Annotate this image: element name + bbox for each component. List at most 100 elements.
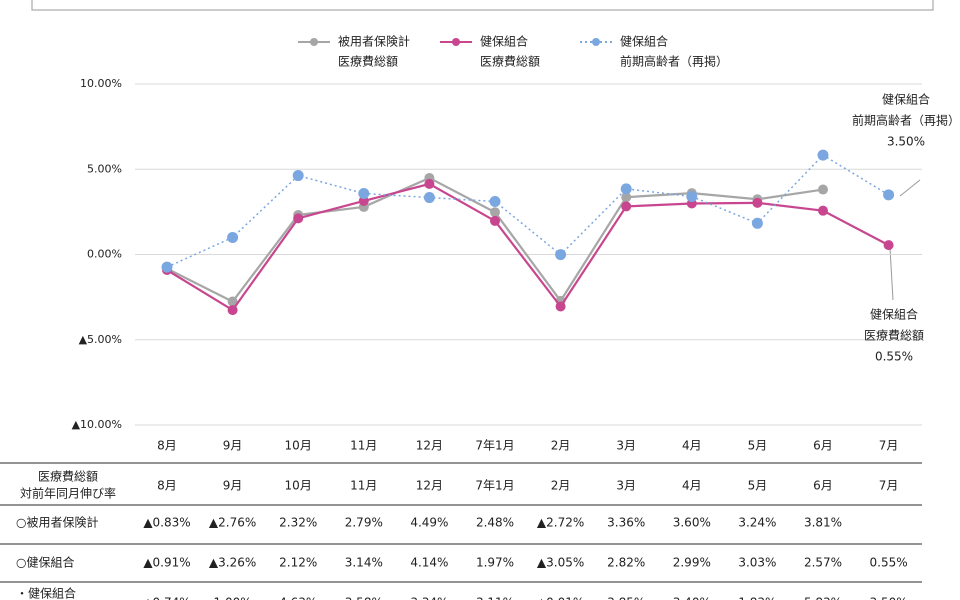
x-tick-label: 12月 — [416, 439, 443, 453]
table-cell: 3.50% — [870, 596, 908, 600]
table-cell: 3.11% — [476, 596, 514, 600]
legend-label: 医療費総額 — [338, 54, 398, 69]
table-col-header: 7年1月 — [475, 479, 514, 493]
table-cell: 3.40% — [673, 596, 711, 600]
data-point — [227, 296, 238, 307]
legend-marker — [310, 38, 318, 46]
y-tick-label: 0.00% — [87, 248, 122, 261]
annotation: 前期高齢者（再掲） — [852, 113, 960, 128]
data-point — [227, 231, 239, 243]
table-cell: 1.00% — [214, 596, 252, 600]
data-point — [161, 261, 173, 273]
table-cell: ▲3.05% — [537, 556, 584, 570]
table-cell: ▲0.83% — [143, 516, 190, 530]
data-point — [292, 170, 304, 182]
table-cell: ▲2.72% — [537, 516, 584, 530]
data-point — [555, 249, 567, 261]
table-col-header: 3月 — [616, 479, 636, 493]
table-cell: 3.58% — [345, 596, 383, 600]
table-cell: 3.03% — [738, 556, 776, 570]
table-col-header: 11月 — [350, 479, 377, 493]
data-point — [358, 187, 370, 199]
data-point — [818, 184, 828, 195]
y-tick-label: ▲5.00% — [79, 333, 122, 346]
frame — [31, 0, 934, 11]
legend-label: 前期高齢者（再掲） — [620, 54, 728, 69]
table-cell: 1.97% — [476, 556, 514, 570]
table-cell: 1.83% — [738, 596, 776, 600]
table-cell: 3.36% — [607, 516, 645, 530]
data-point — [817, 149, 829, 161]
x-tick-label: 11月 — [350, 439, 377, 453]
table-col-header: 8月 — [157, 479, 177, 493]
leader-line — [889, 247, 894, 301]
annotation: 医療費総額 — [864, 328, 924, 343]
y-tick-label: 5.00% — [87, 162, 122, 175]
y-tick-label: ▲10.00% — [72, 418, 122, 431]
table-col-header: 6月 — [813, 479, 833, 493]
table-cell: 3.81% — [804, 516, 842, 530]
x-tick-label: 3月 — [616, 439, 636, 453]
data-point — [423, 192, 435, 204]
legend-label: 被用者保険計 — [338, 34, 410, 49]
table-header: 対前年同月伸び率 — [20, 486, 116, 501]
y-tick-label: 10.00% — [80, 77, 122, 90]
table-cell: 0.55% — [870, 556, 908, 570]
table-col-header: 12月 — [416, 479, 443, 493]
table-cell: 3.34% — [410, 596, 448, 600]
data-point — [621, 192, 632, 203]
table-cell: 2.82% — [607, 556, 645, 570]
legend-label: 健保組合 — [480, 34, 528, 49]
table-col-header: 5月 — [748, 479, 768, 493]
x-tick-label: 6月 — [813, 439, 833, 453]
table-cell: 3.14% — [345, 556, 383, 570]
table-row-label: ・健保組合 — [16, 586, 76, 600]
table-cell: 2.79% — [345, 516, 383, 530]
table-cell: 2.99% — [673, 556, 711, 570]
data-point — [620, 183, 632, 195]
data-point — [686, 191, 698, 203]
table-row-label: ○被用者保険計 — [16, 515, 98, 530]
table-cell: ▲2.76% — [209, 516, 256, 530]
table-cell: 2.12% — [279, 556, 317, 570]
x-tick-label: 7月 — [879, 439, 899, 453]
annotation: 0.55% — [875, 350, 913, 364]
data-point — [621, 201, 632, 212]
table-col-header: 4月 — [682, 479, 702, 493]
data-point — [555, 301, 566, 312]
legend-label: 医療費総額 — [480, 54, 540, 69]
table-cell: 4.49% — [410, 516, 448, 530]
x-tick-label: 2月 — [551, 439, 571, 453]
legend-label: 健保組合 — [620, 34, 668, 49]
table-col-header: 7月 — [879, 479, 899, 493]
table-cell: ▲0.01% — [537, 596, 584, 600]
data-point — [490, 215, 500, 226]
data-point — [358, 195, 369, 206]
table-col-header: 2月 — [551, 479, 571, 493]
x-tick-label: 7年1月 — [475, 439, 514, 453]
annotation: 健保組合 — [870, 307, 918, 322]
table-col-header: 10月 — [285, 479, 312, 493]
x-tick-label: 9月 — [223, 439, 243, 453]
table-cell: 3.85% — [607, 596, 645, 600]
data-point — [883, 189, 895, 201]
annotation: 健保組合 — [882, 92, 930, 107]
data-point — [752, 197, 763, 208]
table-cell: ▲0.74% — [143, 596, 190, 600]
table-cell: 2.32% — [279, 516, 317, 530]
data-point — [293, 213, 304, 224]
table-cell: 2.48% — [476, 516, 514, 530]
table-cell: 3.24% — [738, 516, 776, 530]
x-tick-label: 4月 — [682, 439, 702, 453]
data-point — [751, 217, 763, 229]
x-tick-label: 10月 — [285, 439, 312, 453]
table-cell: 2.57% — [804, 556, 842, 570]
x-tick-label: 8月 — [157, 439, 177, 453]
series-line — [166, 154, 889, 268]
table-row-label: ○健保組合 — [16, 555, 74, 570]
data-point — [490, 207, 500, 218]
legend-marker — [592, 38, 600, 46]
table-cell: 4.14% — [410, 556, 448, 570]
annotation: 3.50% — [887, 135, 925, 149]
